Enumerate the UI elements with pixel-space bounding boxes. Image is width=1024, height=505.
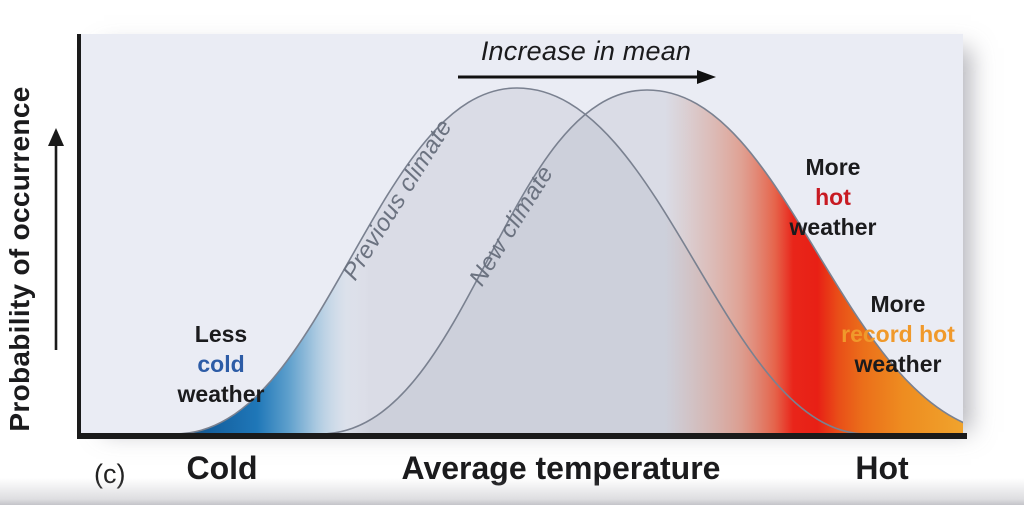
- y-axis-line: [77, 34, 81, 437]
- previous-climate-curve: [174, 87, 868, 434]
- y-axis-arrow-icon: [48, 128, 64, 350]
- panel-letter-label: (c): [94, 459, 126, 489]
- less-cold-line2: cold: [197, 351, 245, 377]
- y-axis-label: Probability of occurrence: [4, 86, 35, 432]
- right-arrow-icon: [458, 70, 716, 84]
- distribution-curves-svg: [174, 87, 963, 434]
- x-label-average-temperature: Average temperature: [401, 450, 721, 486]
- more-record-hot-line1: More: [870, 291, 926, 317]
- less-cold-line3: weather: [177, 381, 265, 407]
- new-climate-curve: [319, 89, 963, 434]
- mean-shift-annotation: Increase in mean: [448, 36, 724, 85]
- less-cold-callout: Less cold weather: [161, 319, 281, 409]
- more-record-hot-callout: More record hot weather: [828, 289, 968, 379]
- more-hot-line3: weather: [789, 214, 877, 240]
- more-hot-line1: More: [805, 154, 861, 180]
- x-axis-line: [77, 433, 967, 439]
- more-record-hot-line2: record hot: [841, 321, 955, 347]
- plot-panel: [80, 34, 963, 434]
- more-hot-callout: More hot weather: [773, 152, 893, 242]
- more-record-hot-line3: weather: [854, 351, 942, 377]
- x-label-cold: Cold: [186, 450, 258, 486]
- x-label-hot: Hot: [855, 450, 909, 486]
- mean-shift-label: Increase in mean: [480, 36, 692, 66]
- less-cold-line1: Less: [194, 321, 248, 347]
- more-hot-line2: hot: [815, 184, 851, 210]
- hot-tail-highlight: [320, 90, 963, 434]
